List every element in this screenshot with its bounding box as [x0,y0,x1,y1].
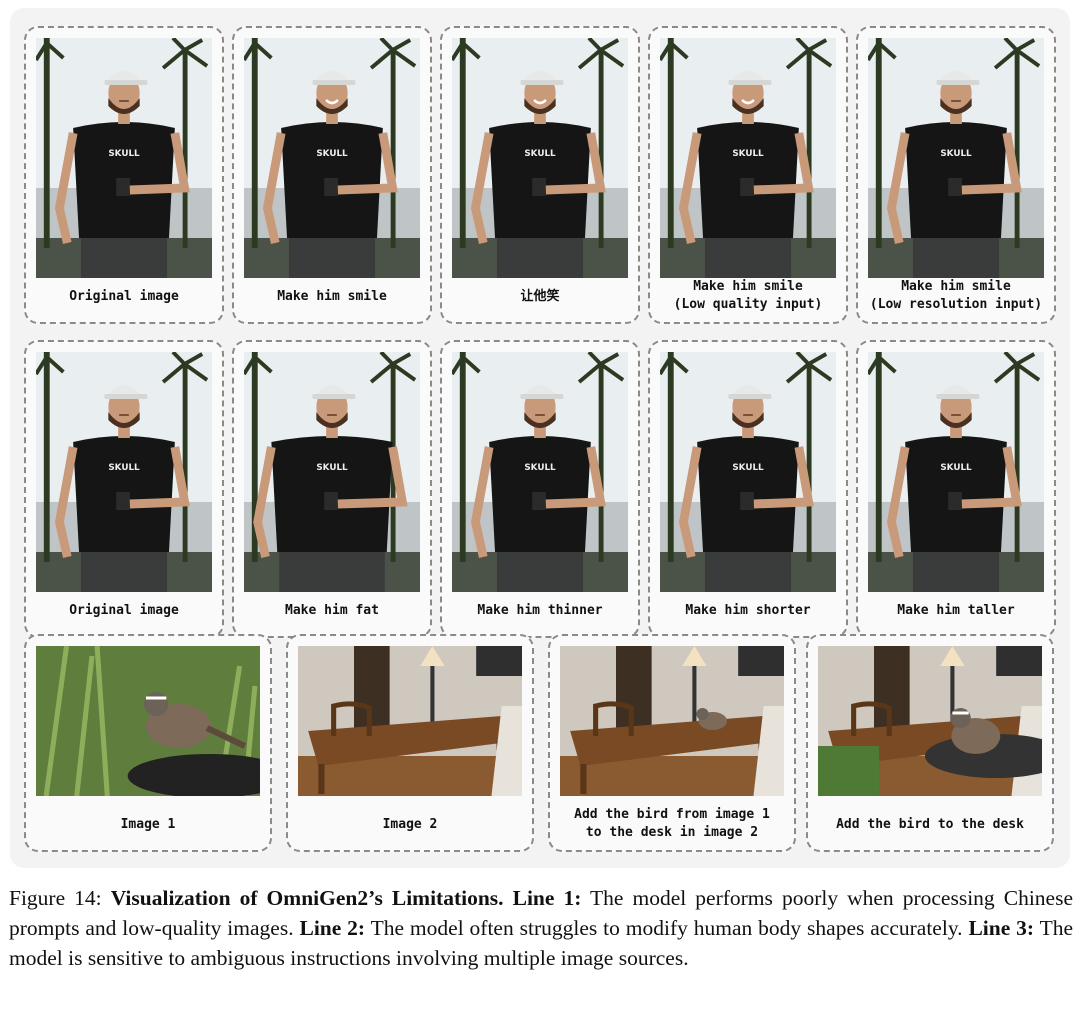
caption-line: Make him taller [897,603,1015,618]
caption-prefix: Figure 14: [9,886,111,910]
caption-line: Make him smile [693,279,803,294]
caption-line: Add the bird to the desk [836,817,1024,832]
figure-image: SKULL [660,352,836,592]
figure-card: SKULL Original image [24,26,224,324]
caption-line: Make him smile [277,289,387,304]
figure-image [298,646,522,796]
caption-line2-text: The model often struggles to modify huma… [365,916,963,940]
figure-image: SKULL [244,38,420,278]
figure-card: Add the bird from image 1 to the desk in … [548,634,796,852]
caption-line2-label: Line 2: [293,916,366,940]
figure-image: SKULL [660,38,836,278]
figure-image [36,646,260,796]
figure-image: SKULL [868,38,1044,278]
caption-line: Image 2 [382,817,438,832]
svg-text:SKULL: SKULL [524,463,556,473]
figure-card: Image 1 [24,634,272,852]
figure-image: SKULL [36,38,212,278]
figure-image: SKULL [36,352,212,592]
figure-card: Image 2 [286,634,534,852]
svg-text:SKULL: SKULL [316,149,348,159]
caption-line: to the desk in image 2 [585,825,759,840]
figure-card: SKULL Make him smile (Low resolution inpu… [856,26,1056,324]
figure-card: SKULL Make him thinner [440,340,640,638]
caption-line1-label: Line 1: [503,886,582,910]
caption-line: Add the bird from image 1 [574,807,770,822]
image-caption: 让他笑 [446,288,634,306]
caption-line: (Low resolution input) [869,297,1043,312]
svg-text:SKULL: SKULL [732,149,764,159]
figure-image: SKULL [868,352,1044,592]
caption-line3-label: Line 3: [962,916,1035,940]
image-caption: Make him taller [862,602,1050,620]
caption-title: Visualization of OmniGen2’s Limitations. [110,886,504,910]
figure-image: SKULL [452,352,628,592]
image-caption: Image 1 [30,816,266,834]
figure-image: SKULL [244,352,420,592]
image-caption: Make him shorter [654,602,842,620]
svg-text:SKULL: SKULL [108,149,140,159]
caption-line: (Low quality input) [673,297,823,312]
caption-line: Original image [69,603,179,618]
caption-line1-text: The model performs poorly when processin… [9,886,1073,940]
image-caption: Make him smile (Low resolution input) [862,278,1050,314]
svg-text:SKULL: SKULL [940,149,972,159]
figure-card: SKULL Make him fat [232,340,432,638]
caption-line: Make him shorter [685,603,811,618]
image-caption: Add the bird from image 1 to the desk in … [554,806,790,842]
figure-image [560,646,784,796]
figure-card: SKULL Make him shorter [648,340,848,638]
image-caption: Original image [30,288,218,306]
svg-text:SKULL: SKULL [732,463,764,473]
image-caption: Make him fat [238,602,426,620]
figure-card: Add the bird to the desk [806,634,1054,852]
figure-card: SKULL Make him smile [232,26,432,324]
caption-line: 让他笑 [520,289,560,304]
caption-line: Make him smile [901,279,1011,294]
image-caption: Make him thinner [446,602,634,620]
figure-card: SKULL 让他笑 [440,26,640,324]
svg-text:SKULL: SKULL [316,463,348,473]
image-caption: Add the bird to the desk [812,816,1048,834]
caption-line: Original image [69,289,179,304]
caption-line: Make him fat [285,603,379,618]
figure-card: SKULL Make him taller [856,340,1056,638]
caption-line3-text: The model is sensitive to ambiguous inst… [9,916,1074,970]
figure-image: SKULL [452,38,628,278]
figure-caption: Figure 14: Visualization of OmniGen2’s L… [9,883,1073,973]
figure-image [818,646,1042,796]
svg-text:SKULL: SKULL [524,149,556,159]
caption-line: Make him thinner [477,603,603,618]
figure-card: SKULL Original image [24,340,224,638]
image-caption: Image 2 [292,816,528,834]
caption-line: Image 1 [120,817,176,832]
svg-text:SKULL: SKULL [940,463,972,473]
image-caption: Make him smile (Low quality input) [654,278,842,314]
figure-card: SKULL Make him smile (Low quality input) [648,26,848,324]
image-caption: Original image [30,602,218,620]
svg-text:SKULL: SKULL [108,463,140,473]
image-caption: Make him smile [238,288,426,306]
